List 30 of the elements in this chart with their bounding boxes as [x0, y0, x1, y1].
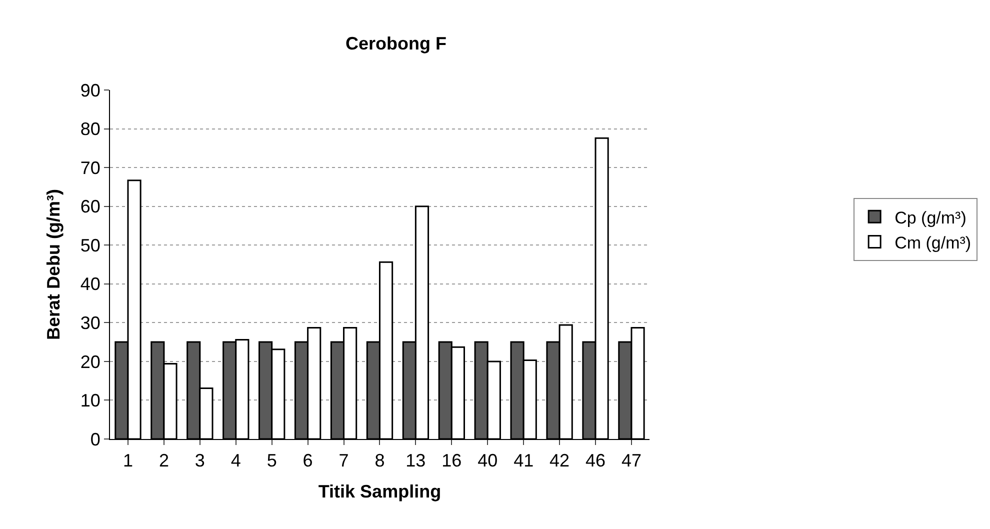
y-axis-title: Berat Debu (g/m³) — [44, 188, 64, 340]
x-tick-label: 1 — [122, 450, 133, 471]
y-tick-label: 70 — [80, 158, 100, 178]
legend-label: Cp (g/m³) — [894, 208, 966, 228]
x-tick-label: 41 — [514, 450, 534, 471]
x-tick-label: 47 — [621, 450, 642, 471]
y-tick-label: 30 — [80, 312, 100, 333]
x-axis-title: Titik Sampling — [318, 482, 442, 502]
y-tick-label: 20 — [80, 352, 100, 372]
y-tick-label: 80 — [80, 119, 100, 140]
x-tick-label: 3 — [194, 450, 205, 471]
legend-label: Cm (g/m³) — [894, 233, 972, 252]
x-tick-label: 7 — [338, 450, 349, 471]
y-tick-label: 10 — [80, 390, 100, 411]
y-tick-label: 60 — [80, 196, 100, 217]
x-tick-label: 42 — [550, 450, 570, 471]
y-tick-label: 40 — [80, 274, 100, 294]
chart-title: Cerobong F — [346, 34, 446, 54]
y-tick-label: 50 — [80, 235, 100, 256]
x-tick-label: 2 — [158, 450, 169, 471]
x-tick-label: 4 — [230, 450, 241, 471]
y-tick-label: 0 — [90, 429, 100, 450]
x-tick-label: 16 — [442, 450, 462, 471]
x-tick-label: 5 — [266, 450, 277, 471]
x-tick-label: 46 — [585, 450, 606, 471]
y-tick-label: 90 — [80, 80, 100, 100]
x-tick-label: 6 — [302, 450, 313, 471]
x-tick-label: 40 — [478, 450, 498, 471]
x-tick-label: 13 — [406, 450, 426, 471]
x-tick-label: 8 — [374, 450, 385, 471]
